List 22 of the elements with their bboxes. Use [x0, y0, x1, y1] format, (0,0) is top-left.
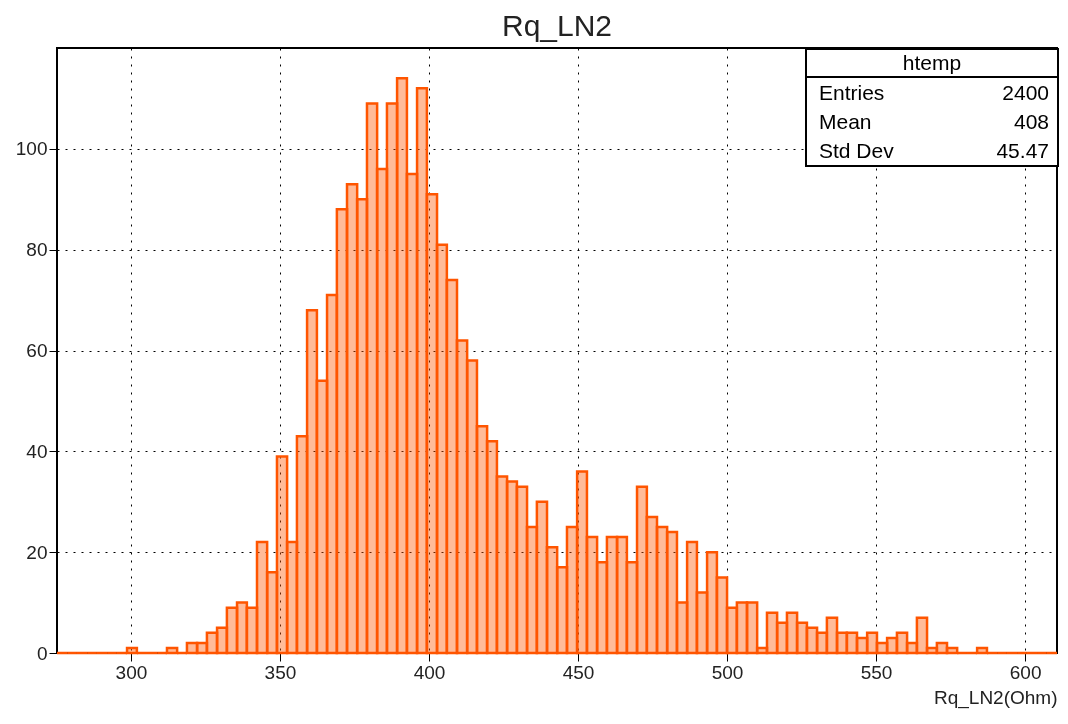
annotation: Mean	[819, 109, 872, 135]
x-tick-label: 350	[264, 661, 297, 683]
y-tick-label: 20	[26, 541, 48, 563]
x-tick-label: 550	[860, 661, 893, 683]
annotation: 2400	[1002, 80, 1049, 106]
y-tick-label: 60	[26, 340, 48, 361]
annotation: 408	[1013, 109, 1049, 135]
y-tick-label: 100	[15, 138, 48, 160]
y-tick-label: 0	[36, 642, 48, 664]
annotation: htemp	[807, 50, 1057, 78]
chart-title: Rq_LN2	[501, 9, 613, 42]
x-tick-label: 600	[1009, 661, 1042, 683]
annotation: Entries	[819, 80, 885, 106]
annotation: Std Dev	[819, 138, 894, 164]
x-axis-title: Rq_LN2(Ohm)	[933, 686, 1058, 709]
annotation: 45.47	[996, 138, 1049, 164]
y-tick-label: 40	[26, 440, 48, 462]
x-tick-label: 450	[562, 661, 595, 683]
x-tick-label: 300	[115, 661, 148, 683]
x-tick-label: 400	[413, 661, 446, 683]
x-tick-label: 500	[711, 661, 744, 683]
y-tick-label: 80	[26, 239, 48, 261]
